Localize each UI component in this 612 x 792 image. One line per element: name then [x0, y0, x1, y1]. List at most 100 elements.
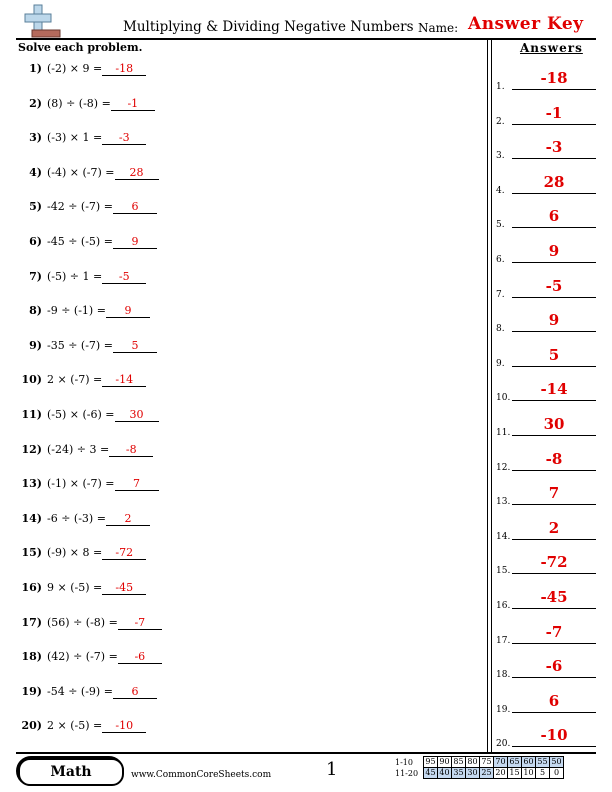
problem-answer-blank[interactable]: 30 [114, 408, 159, 422]
score-cell: 30 [465, 767, 480, 779]
problem-expression: (-5) × (-6) = [47, 408, 115, 421]
answer-row: 18. -6 [496, 657, 600, 680]
problem-row: 6) -45 ÷ (-5) = 9 [18, 235, 157, 255]
problem-expression: (42) ÷ (-7) = [47, 650, 118, 664]
answer-number: 15. [496, 566, 511, 577]
answer-value: -18 [540, 69, 568, 87]
answer-line [512, 504, 596, 506]
problem-expression: 2 × (-5) = [47, 719, 103, 733]
problem-answer-blank[interactable]: -8 [109, 443, 154, 457]
problem-number: 20) [21, 719, 42, 733]
answer-row: 8. 9 [496, 311, 600, 335]
problem-answer-blank[interactable]: -45 [102, 581, 147, 595]
answer-row: 7. -5 [496, 277, 600, 300]
problem-row: 5) -42 ÷ (-7) = 6 [18, 200, 157, 220]
answer-row: 14. 2 [496, 518, 600, 542]
answer-number: 3. [496, 151, 505, 162]
answer-key-label: Answer Key [468, 14, 584, 34]
problem-answer-blank[interactable]: 6 [112, 200, 157, 215]
answer-number: 8. [496, 324, 505, 335]
website-link: www.CommonCoreSheets.com [131, 770, 272, 780]
plus-minus-logo-icon [24, 4, 61, 38]
answer-line [512, 400, 596, 402]
problem-answer-blank[interactable]: -6 [117, 650, 162, 665]
answer-number: 11. [496, 428, 511, 438]
answer-line [512, 608, 596, 609]
score-cell: 20 [493, 767, 508, 779]
problem-expression: (8) ÷ (-8) = [47, 96, 111, 110]
score-cell: 45 [423, 767, 438, 779]
answer-value: 2 [548, 518, 560, 537]
answer-row: 13. 7 [496, 484, 600, 508]
problem-number: 5) [29, 200, 42, 214]
problem-row: 8) -9 ÷ (-1) = 9 [18, 304, 150, 324]
score-cell: 95 [423, 756, 438, 768]
problem-number: 6) [29, 235, 42, 248]
answer-line [512, 192, 596, 194]
score-cell: 15 [507, 767, 522, 779]
problem-row: 15) (-9) × 8 = -72 [18, 546, 147, 566]
problem-answer-blank[interactable]: 28 [114, 166, 159, 180]
answer-line [512, 262, 596, 263]
answer-number: 7. [496, 289, 505, 300]
problem-expression: (-9) × 8 = [47, 546, 103, 560]
problem-answer-blank[interactable]: -14 [102, 373, 147, 388]
answer-number: 13. [496, 497, 511, 508]
problem-expression: 9 × (-5) = [47, 581, 103, 594]
top-rule [16, 38, 596, 40]
score-row: 95 90 85 80 75 70 65 60 55 50 [423, 756, 564, 768]
answer-line [512, 746, 596, 748]
answer-value: 7 [548, 484, 560, 503]
problem-answer-blank[interactable]: 2 [105, 512, 150, 526]
problem-answer-blank[interactable]: -5 [102, 270, 147, 284]
problem-answer-blank[interactable]: -3 [102, 131, 147, 146]
score-cell: 35 [451, 767, 466, 779]
problem-answer-blank[interactable]: 7 [114, 477, 159, 492]
answer-row: 20. -10 [496, 726, 600, 749]
problem-number: 13) [21, 477, 42, 491]
answer-line [512, 642, 596, 644]
score-cell: 70 [493, 756, 508, 768]
answer-line [512, 573, 596, 575]
score-table: 95 90 85 80 75 70 65 60 55 50 45 40 35 30 25 20 15 10 5 0 [423, 756, 564, 779]
answer-row: 6. 9 [496, 242, 600, 265]
answer-value: -45 [540, 588, 568, 606]
score-cell: 85 [451, 756, 466, 768]
problem-answer-blank[interactable]: -7 [117, 616, 162, 630]
answers-title: Answers [520, 41, 583, 55]
problem-number: 3) [29, 131, 42, 145]
page-number: 1 [326, 759, 338, 780]
problem-answer-blank[interactable]: -18 [102, 62, 147, 76]
answer-value: 5 [548, 345, 560, 364]
answer-line [512, 538, 596, 540]
problem-answer-blank[interactable]: 9 [105, 304, 150, 319]
problem-answer-blank[interactable]: -72 [102, 546, 147, 561]
problem-number: 11) [21, 408, 42, 421]
problem-answer-blank[interactable]: -1 [110, 97, 155, 111]
problem-row: 12) (-24) ÷ 3 = -8 [18, 443, 154, 463]
score-cell: 90 [437, 756, 452, 768]
answer-number: 6. [496, 255, 505, 265]
problem-expression: -42 ÷ (-7) = [47, 200, 113, 214]
answer-value: -14 [540, 380, 568, 399]
problem-answer-blank[interactable]: 9 [112, 235, 157, 249]
problem-answer-blank[interactable]: 6 [112, 685, 157, 699]
answer-line [512, 711, 596, 713]
problem-expression: (-5) ÷ 1 = [47, 269, 103, 283]
problem-row: 4) (-4) × (-7) = 28 [18, 166, 159, 186]
score-cell: 50 [549, 756, 564, 768]
problem-number: 17) [21, 615, 42, 629]
answer-row: 11. 30 [496, 415, 600, 438]
problem-answer-blank[interactable]: -10 [102, 719, 147, 734]
problem-expression: (-1) × (-7) = [47, 477, 115, 491]
score-cell: 0 [549, 767, 564, 779]
answer-row: 19. 6 [496, 691, 600, 715]
answer-row: 12. -8 [496, 450, 600, 473]
problem-answer-blank[interactable]: 5 [112, 339, 157, 353]
score-cell: 5 [535, 767, 550, 779]
score-label-2: 11-20 [395, 769, 419, 778]
answer-value: 6 [548, 691, 560, 710]
answer-line [512, 677, 596, 679]
problem-row: 1) (-2) × 9 = -18 [18, 62, 147, 82]
problem-number: 1) [29, 62, 42, 75]
